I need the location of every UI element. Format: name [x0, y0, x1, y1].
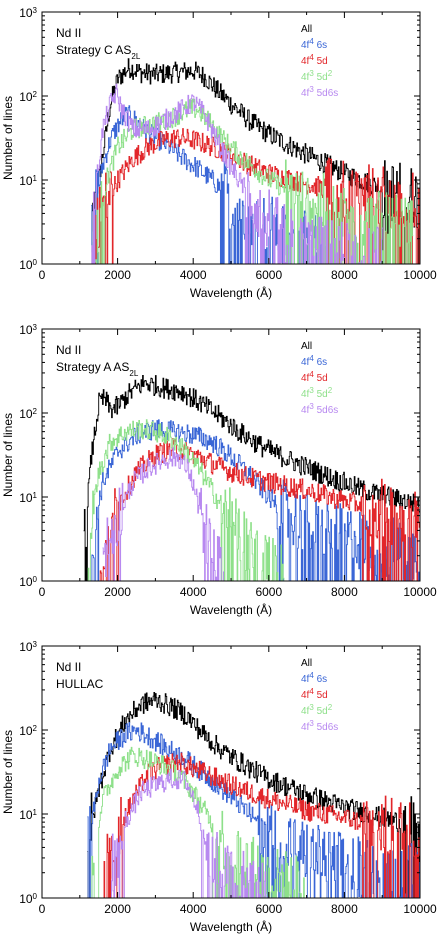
legend-entry: 4f3 5d2 [301, 703, 333, 718]
x-axis-label: Wavelength (Å) [190, 285, 272, 300]
series-line-3 [94, 128, 420, 264]
legend-entry: 4f4 5d [301, 370, 328, 385]
x-tick-label: 2000 [104, 902, 131, 916]
x-tick-label: 10000 [403, 268, 437, 282]
x-tick-label: 0 [39, 268, 46, 282]
y-tick-label: 102 [19, 724, 37, 739]
legend-entry: 4f4 5d [301, 687, 328, 702]
x-tick-label: 8000 [331, 902, 358, 916]
series-line-3 [102, 752, 420, 898]
x-tick-label: 4000 [180, 268, 207, 282]
y-tick-label: 102 [19, 407, 37, 422]
chart-panel-3: 0 2000 4000 6000 8000 10000 100 101 102 103 Wavele… [1, 640, 437, 935]
legend-entry: 4f3 5d6s [301, 719, 338, 734]
y-tick-label: 102 [19, 90, 37, 105]
y-tick-label: 101 [19, 808, 37, 823]
x-tick-label: 10000 [403, 902, 437, 916]
y-axis-label: Number of lines [1, 730, 15, 814]
y-tick-label: 101 [19, 174, 37, 189]
legend-entry: 4f4 6s [301, 354, 327, 369]
series-line-3 [98, 438, 420, 581]
series-group [91, 58, 420, 264]
chart-panel-1: 0 2000 4000 6000 8000 10000 100 101 102 103 Wavele… [1, 6, 437, 301]
legend-entry: All [301, 658, 312, 669]
y-tick-label: 103 [19, 323, 37, 338]
series-group [87, 691, 420, 898]
panel-title: Nd II [56, 26, 81, 40]
y-axis-label: Number of lines [1, 96, 15, 180]
y-tick-label: 103 [19, 640, 37, 655]
series-line-4 [87, 419, 285, 581]
series-line-4 [91, 746, 308, 898]
series-line-2 [87, 722, 420, 898]
legend-entry: 4f3 5d6s [301, 402, 338, 417]
x-tick-label: 6000 [255, 902, 282, 916]
series-line-5 [110, 768, 270, 898]
x-tick-label: 0 [39, 585, 46, 599]
x-tick-label: 10000 [403, 585, 437, 599]
x-tick-label: 2000 [104, 585, 131, 599]
chart-panel-2: 0 2000 4000 6000 8000 10000 100 101 102 103 Wavele… [1, 323, 437, 618]
legend-entry: 4f3 5d2 [301, 69, 333, 84]
x-tick-label: 0 [39, 902, 46, 916]
legend-entry: 4f4 5d [301, 53, 328, 68]
y-tick-label: 100 [19, 258, 37, 273]
legend-entry: 4f4 6s [301, 671, 327, 686]
panel-subtitle: Strategy A AS2L [56, 360, 139, 378]
series-line-5 [102, 447, 225, 581]
y-tick-label: 100 [19, 575, 37, 590]
panel-title: Nd II [56, 343, 81, 357]
y-tick-label: 103 [19, 6, 37, 21]
x-tick-label: 4000 [180, 585, 207, 599]
x-axis-label: Wavelength (Å) [190, 602, 272, 617]
x-tick-label: 6000 [255, 585, 282, 599]
x-tick-label: 6000 [255, 268, 282, 282]
panel-subtitle: HULLAC [56, 677, 104, 691]
x-tick-label: 8000 [331, 268, 358, 282]
series-line-5 [91, 83, 383, 264]
y-tick-label: 100 [19, 892, 37, 907]
legend-entry: 4f3 5d2 [301, 386, 333, 401]
legend-entry: All [301, 24, 312, 35]
panel-subtitle: Strategy C AS2L [56, 43, 141, 61]
legend-entry: 4f3 5d6s [301, 85, 338, 100]
series-line-4 [94, 98, 414, 264]
legend-entry: All [301, 341, 312, 352]
legend-entry: 4f4 6s [301, 37, 327, 52]
y-axis-label: Number of lines [1, 413, 15, 497]
x-tick-label: 2000 [104, 268, 131, 282]
series-group [83, 374, 420, 581]
y-tick-label: 101 [19, 491, 37, 506]
x-tick-label: 8000 [331, 585, 358, 599]
x-axis-label: Wavelength (Å) [190, 919, 272, 934]
series-line-1 [83, 374, 420, 581]
x-tick-label: 4000 [180, 902, 207, 916]
panel-title: Nd II [56, 660, 81, 674]
